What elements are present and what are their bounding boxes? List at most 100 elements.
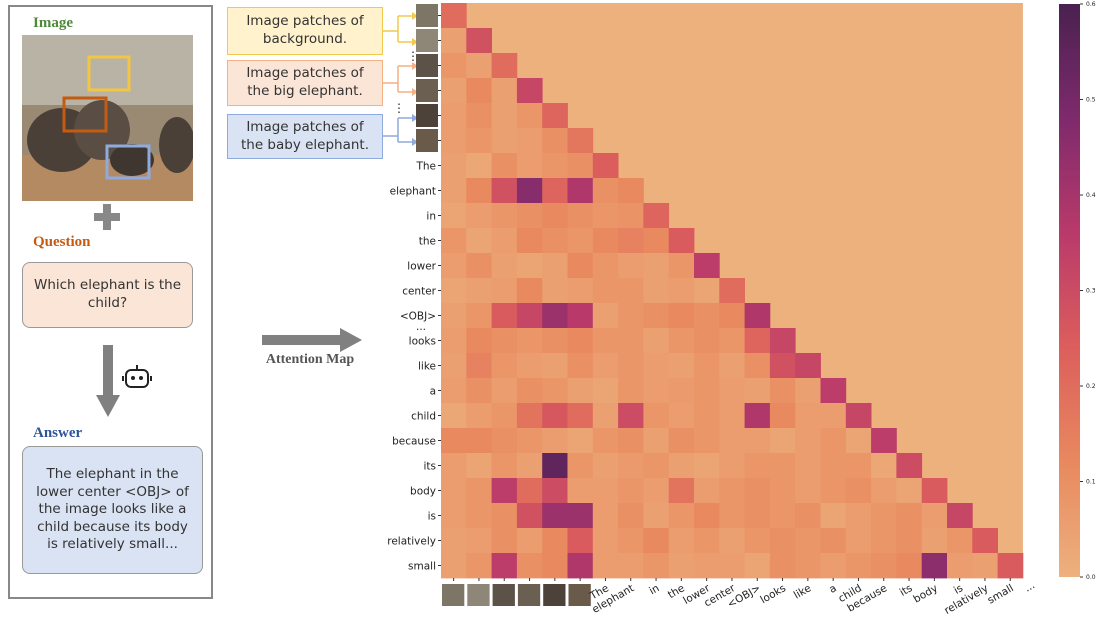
heatmap-chart: ⋮ ⋮ TheTheelephantelephantininthethelowe… [0,0,1104,619]
heatmap-cell [643,203,669,228]
heatmap-cell [770,378,796,403]
heatmap-cell [466,103,492,128]
heatmap-cell [821,478,847,503]
heatmap-cell [618,453,644,478]
heatmap-cell [593,453,619,478]
heatmap-cell [846,503,872,528]
heatmap-cell [770,328,796,353]
heatmap-cell [821,553,847,578]
heatmap-cell [846,403,872,428]
heatmap-cell [643,253,669,278]
heatmap-cell [517,228,543,253]
heatmap-cell [542,253,568,278]
heatmap-cell [922,503,948,528]
heatmap-cell [922,478,948,503]
heatmap-cell [492,478,518,503]
heatmap-cell [466,53,492,78]
row-thumbnail [416,54,438,77]
heatmap-cell [745,478,771,503]
heatmap-cell [542,178,568,203]
heatmap-cell [593,253,619,278]
heatmap-cell [492,553,518,578]
heatmap-cell [568,153,594,178]
heatmap-cell [466,253,492,278]
heatmap-cell [821,378,847,403]
heatmap-cell [593,178,619,203]
heatmap-cell [542,153,568,178]
heatmap-cell [542,353,568,378]
heatmap-cell [542,378,568,403]
heatmap-cell [669,328,695,353]
heatmap-cell [846,478,872,503]
heatmap-cell [618,553,644,578]
heatmap-cell [492,78,518,103]
heatmap-cell [821,453,847,478]
heatmap-cell [441,528,467,553]
heatmap-cell [441,78,467,103]
colorbar-tick-label: 0.3 [1086,288,1096,295]
heatmap-cell [669,528,695,553]
heatmap-cell [542,403,568,428]
heatmap-cell [896,528,922,553]
heatmap-cell [618,403,644,428]
heatmap-cell [492,278,518,303]
heatmap-cell [466,128,492,153]
heatmap-cell [466,378,492,403]
heatmap-cell [745,428,771,453]
heatmap-cell [466,353,492,378]
heatmap-cell [542,503,568,528]
heatmap-cell [517,553,543,578]
heatmap-cell [542,528,568,553]
heatmap-cell [492,453,518,478]
col-thumbnail [569,584,591,606]
heatmap-cell [441,153,467,178]
heatmap-cell [492,203,518,228]
y-tick-label: looks [409,336,436,348]
y-tick-label: child [411,411,436,423]
heatmap-cell [593,403,619,428]
heatmap-cell [643,353,669,378]
heatmap-cell [643,278,669,303]
heatmap-cell [517,478,543,503]
y-tick-label: is [428,511,436,523]
y-tick-label: center [402,286,436,298]
heatmap-cell [871,453,897,478]
heatmap-cell [745,553,771,578]
heatmap-cell [947,528,973,553]
colorbar-tick-label: 0.5 [1086,97,1096,104]
row-thumbnail [416,29,438,52]
heatmap-cell [466,78,492,103]
heatmap-cell [568,403,594,428]
heatmap-cell [694,478,720,503]
heatmap-cell [466,503,492,528]
y-tick-label: body [410,486,436,498]
heatmap-cell [542,453,568,478]
heatmap-cell [643,478,669,503]
heatmap-cell [618,478,644,503]
heatmap-cell [618,428,644,453]
heatmap-cell [846,553,872,578]
heatmap-cell [492,103,518,128]
heatmap-cell [517,378,543,403]
heatmap-cell [593,428,619,453]
heatmap-cell [669,378,695,403]
heatmap-cell [492,303,518,328]
heatmap-cell [669,503,695,528]
heatmap-cell [466,528,492,553]
heatmap-cell [643,553,669,578]
heatmap-cell [795,553,821,578]
y-tick-label: relatively [387,536,436,548]
heatmap-cell [441,553,467,578]
heatmap-cell [871,553,897,578]
heatmap-cell [441,378,467,403]
heatmap-cell [517,503,543,528]
heatmap-cell [846,428,872,453]
heatmap-cell [998,553,1024,578]
heatmap-cell [618,278,644,303]
heatmap-cell [694,528,720,553]
heatmap-cell [517,353,543,378]
heatmap-cell [618,378,644,403]
heatmap-cell [846,528,872,553]
heatmap-cell [492,403,518,428]
heatmap-cell [770,453,796,478]
